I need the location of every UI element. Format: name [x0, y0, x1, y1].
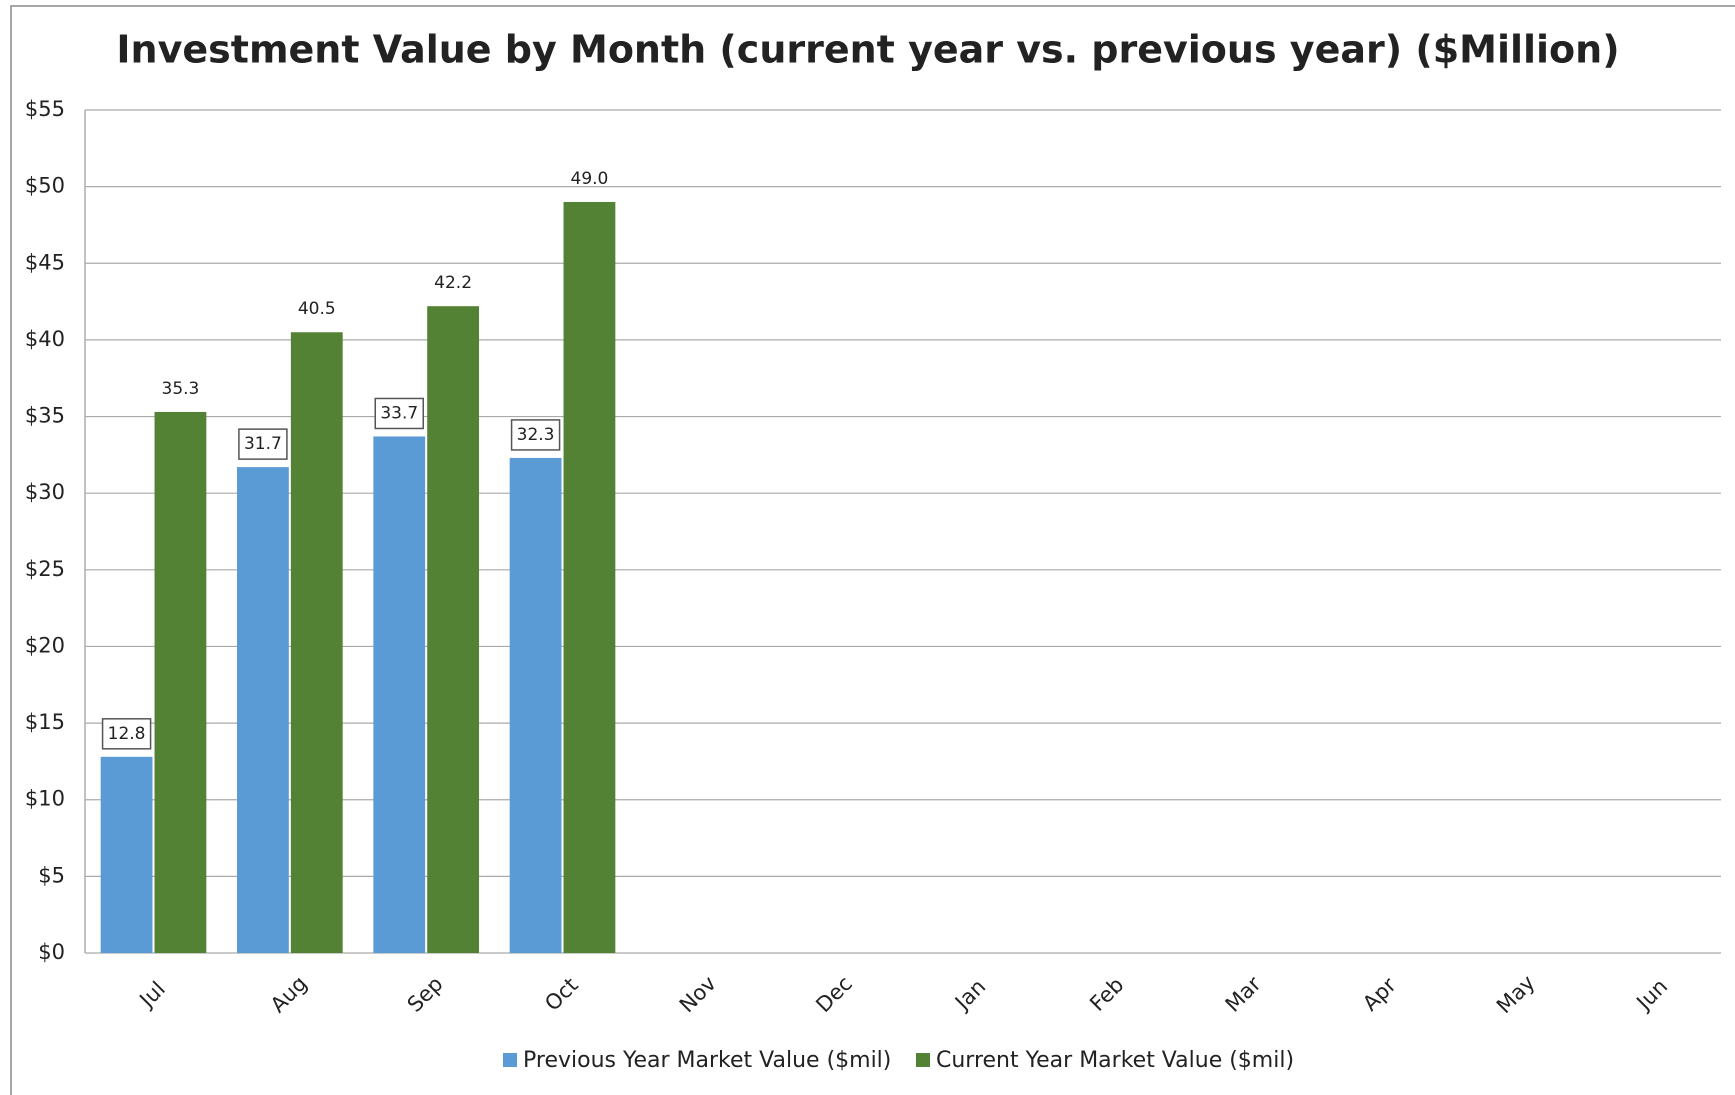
- data-label-box: [238, 428, 288, 460]
- data-label: 12.8: [108, 724, 146, 744]
- data-label: 42.2: [434, 273, 472, 293]
- y-tick-label: $10: [25, 787, 65, 811]
- data-label-box: [374, 397, 424, 430]
- y-tick-label: $25: [25, 557, 65, 581]
- bar: [237, 467, 289, 953]
- data-label-box: [510, 419, 561, 451]
- y-tick-label: $0: [38, 940, 65, 964]
- bar: [509, 457, 562, 953]
- chart-title: Investment Value by Month (current year …: [116, 28, 1619, 72]
- bar: [563, 201, 616, 954]
- bar: [100, 756, 153, 953]
- y-tick-label: $50: [25, 174, 65, 198]
- legend-swatch: [503, 1053, 517, 1067]
- y-tick-label: $15: [25, 710, 65, 734]
- y-tick-label: $45: [25, 250, 65, 274]
- data-label: 35.3: [162, 379, 200, 399]
- y-tick-label: $20: [25, 633, 65, 657]
- data-label-box: [101, 718, 152, 750]
- legend-swatch: [916, 1053, 930, 1067]
- y-tick-label: $35: [25, 404, 65, 428]
- y-tick-label: $40: [25, 327, 65, 351]
- legend-label: Previous Year Market Value ($mil): [523, 1048, 891, 1073]
- legend-label: Current Year Market Value ($mil): [936, 1048, 1294, 1073]
- y-tick-label: $55: [25, 97, 65, 121]
- y-tick-label: $5: [38, 863, 65, 887]
- data-label: 49.0: [571, 169, 609, 189]
- bar: [373, 436, 426, 953]
- data-label: 33.7: [380, 403, 418, 423]
- y-tick-label: $30: [25, 480, 65, 504]
- data-label: 31.7: [244, 434, 282, 454]
- bar: [427, 306, 480, 953]
- data-label: 32.3: [517, 425, 555, 445]
- bar: [154, 411, 207, 953]
- bar: [290, 332, 343, 953]
- data-label: 40.5: [298, 299, 336, 319]
